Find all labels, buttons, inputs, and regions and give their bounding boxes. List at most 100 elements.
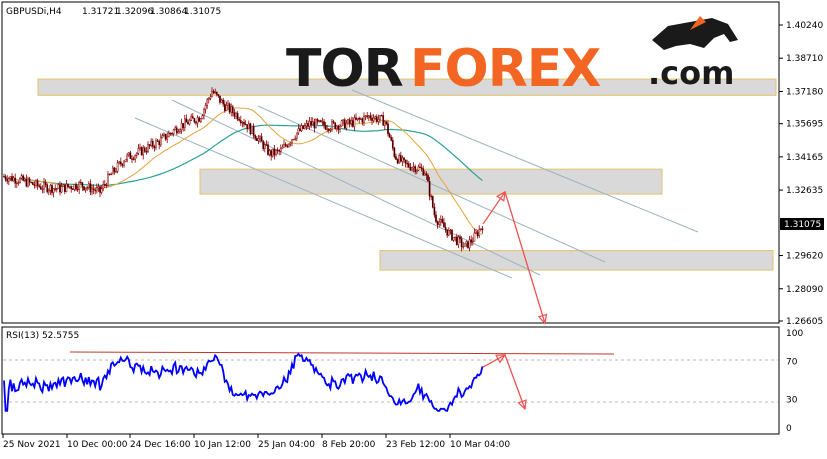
chart-header-symbol: GBPUSDi,H4 (6, 7, 62, 17)
candle-body (76, 188, 79, 191)
candle-body (246, 124, 249, 130)
candle-body (329, 129, 332, 131)
candle-body (412, 166, 415, 169)
support-resistance-zones (37, 78, 777, 271)
candle-body (417, 166, 420, 171)
price-tick-label: 1.32635 (786, 186, 823, 196)
candle-body (420, 167, 423, 169)
candle-body (196, 117, 199, 124)
candle-body (231, 106, 234, 113)
candle-body (118, 161, 121, 164)
candle-body (307, 123, 309, 127)
candle-body (451, 229, 453, 241)
price-zone (199, 168, 663, 195)
candle-body (17, 182, 20, 184)
rsi-label: RSI(13) 52.5755 (6, 331, 79, 341)
candle-body (188, 120, 191, 125)
candle-body (46, 184, 49, 193)
price-tick-label: 1.26605 (786, 317, 823, 327)
candle-body (137, 148, 140, 154)
candle-body (207, 98, 210, 100)
price-tick-label: 1.40240 (786, 21, 823, 31)
candle-body (284, 144, 287, 146)
candle-body (367, 115, 370, 118)
candle-body (161, 135, 164, 139)
candle-body (47, 190, 50, 193)
candle-body (103, 184, 106, 186)
candle-body (454, 236, 457, 238)
candle-body (113, 167, 116, 172)
candle-body (292, 138, 295, 141)
chart-header-low: 1.30864 (150, 7, 187, 17)
candle-body (142, 147, 145, 156)
candle-body (14, 177, 17, 184)
candle-body (438, 221, 441, 225)
candle-body (372, 117, 375, 121)
price-tick-label: 1.35695 (786, 120, 823, 130)
candle-body (134, 155, 137, 160)
candle-body (126, 154, 129, 160)
candle-body (369, 115, 372, 119)
candle-body (283, 144, 285, 148)
candle-body (121, 163, 124, 166)
candle-body (52, 188, 55, 193)
candle-body (374, 116, 377, 119)
forecast-arrow-head (495, 354, 507, 364)
candle-body (419, 166, 421, 168)
candle-body (481, 228, 484, 231)
candle-body (247, 123, 250, 130)
candle-body (86, 187, 89, 189)
candle-body (383, 121, 386, 126)
candle-body (395, 156, 397, 160)
candle-body (215, 91, 218, 95)
candle-body (33, 184, 36, 186)
candle-body (92, 188, 95, 191)
candle-body (145, 151, 148, 153)
candle-body (135, 152, 138, 156)
candle-body (129, 152, 132, 159)
candle-body (235, 113, 237, 117)
candle-body (163, 133, 165, 136)
candle-body (119, 161, 122, 165)
candle-body (171, 133, 173, 135)
candle-body (239, 120, 242, 124)
candlesticks (3, 87, 484, 252)
candle-body (364, 115, 367, 117)
candle-body (444, 226, 447, 230)
candle-body (353, 117, 356, 127)
candle-body (441, 219, 444, 223)
current-price-box (780, 218, 824, 230)
candle-body (275, 149, 277, 156)
candle-body (468, 239, 471, 249)
candle-body (174, 127, 177, 131)
candle-body (371, 117, 373, 121)
candle-body (430, 195, 433, 198)
candle-body (471, 240, 474, 243)
candle-body (428, 181, 431, 197)
candle-body (214, 91, 217, 94)
candle-body (148, 144, 151, 146)
candle-body (457, 236, 460, 245)
candle-body (276, 149, 279, 152)
logo-dotcom: .com (648, 54, 734, 92)
candle-body (51, 185, 53, 193)
candle-body (316, 119, 319, 122)
candle-body (83, 186, 85, 191)
candle-body (452, 237, 455, 241)
rsi-tick-label: 100 (786, 329, 803, 339)
candle-body (297, 128, 300, 134)
candle-body (183, 118, 186, 128)
candle-body (315, 119, 317, 129)
candle-body (4, 176, 7, 180)
candle-body (355, 117, 357, 120)
candle-body (270, 150, 273, 157)
candle-body (212, 91, 215, 94)
candle-body (131, 158, 133, 160)
time-tick-label: 10 Dec 00:00 (67, 440, 128, 450)
candle-body (273, 148, 276, 156)
candle-body (236, 113, 239, 120)
candle-body (233, 112, 236, 117)
candle-body (115, 171, 117, 173)
candle-body (326, 128, 329, 131)
candle-body (331, 121, 333, 130)
